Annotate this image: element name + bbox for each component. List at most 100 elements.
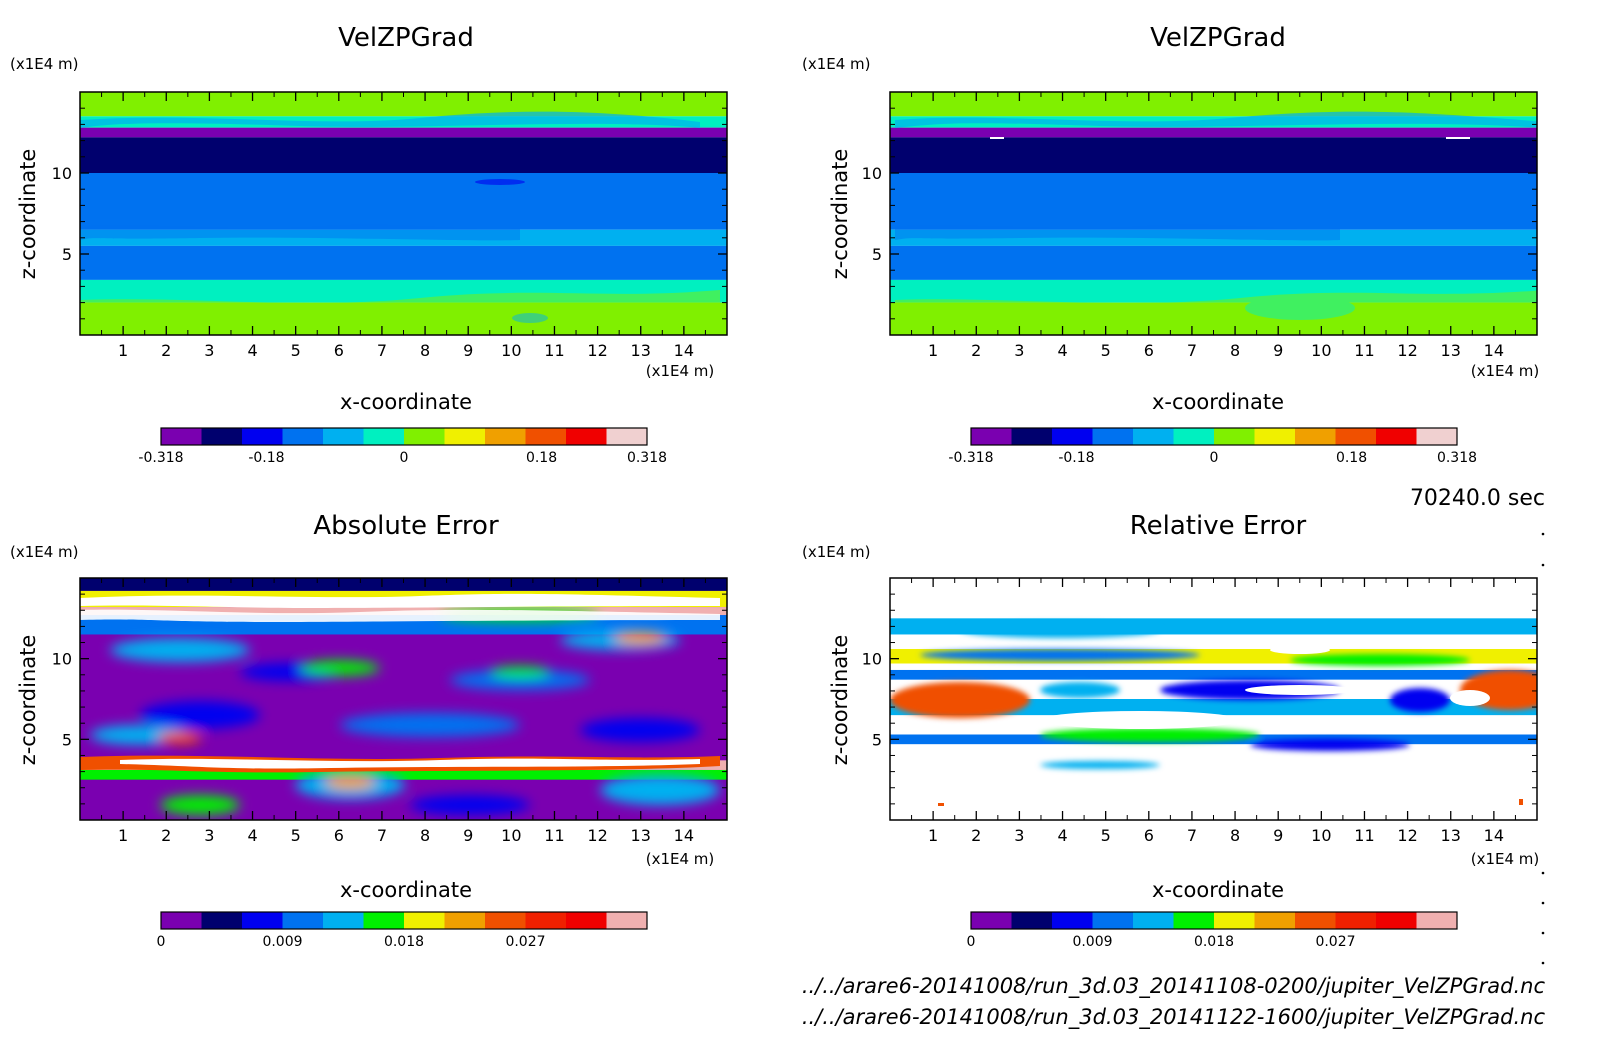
x-tick-label: 7 [1187,341,1197,360]
x-unit-label: (x1E4 m) [1471,850,1540,868]
x-tick-label: 11 [544,341,564,360]
y-unit-label: (x1E4 m) [10,55,79,73]
x-tick-label: 1 [118,341,128,360]
x-tick-label: 5 [291,826,301,845]
x-tick-label: 13 [631,826,651,845]
colorbar-swatch [485,428,526,445]
x-tick-label: 1 [928,826,938,845]
colorbar-swatch [1173,912,1215,929]
y-tick-label: 5 [872,730,882,749]
x-tick-label: 6 [1144,341,1154,360]
x-unit-label: (x1E4 m) [646,362,715,380]
colorbar-swatch [201,912,243,929]
contour-band [80,127,727,138]
heatmap-detail [80,111,720,330]
colorbar-swatch [1254,428,1296,445]
x-unit-label: (x1E4 m) [1471,362,1540,380]
contour-band [80,578,727,591]
x-tick-label: 14 [1484,826,1504,845]
colorbar-swatch [1011,912,1053,929]
colorbar-swatch [242,912,283,929]
x-tick-label: 8 [1230,341,1240,360]
colorbar-swatch [444,428,486,445]
x-tick-label: 4 [1057,826,1067,845]
colorbar-swatch [1376,428,1417,445]
x-tick-label: 11 [544,826,564,845]
x-tick-label: 8 [420,341,430,360]
x-tick-label: 4 [247,826,257,845]
colorbar-swatch [242,428,283,445]
colorbar-swatch [1092,428,1134,445]
colorbar-tick-label: 0.027 [505,934,545,950]
colorbar-swatch [1133,912,1174,929]
colorbar-tick-label: -0.18 [1058,450,1094,466]
colorbar-swatch [566,428,607,445]
contour-band [890,173,1537,230]
x-axis-label: x-coordinate [1152,878,1284,902]
colorbar: 0 0.009 0.018 0.027 [967,911,1458,950]
x-tick-label: 6 [334,826,344,845]
x-tick-label: 2 [971,826,981,845]
colorbar: -0.318 -0.18 0 0.18 0.318 [138,427,667,466]
heatmap-detail [895,111,1537,330]
x-tick-label: 11 [1354,826,1374,845]
colorbar-frame [160,427,648,446]
heatmap-detail [890,622,1537,806]
x-tick-label: 12 [1397,341,1417,360]
colorbar-swatch [566,912,607,929]
panel-title: VelZPGrad [338,23,474,53]
x-tick-label: 12 [1397,826,1417,845]
colorbar-frame [160,911,648,930]
colorbar-swatch [161,912,202,929]
colorbar-swatch [1335,912,1377,929]
x-tick-label: 6 [1144,826,1154,845]
colorbar-swatch [1214,428,1255,445]
colorbar-tick-label: -0.18 [248,450,284,466]
x-tick-label: 9 [463,826,473,845]
x-unit-label: (x1E4 m) [646,850,715,868]
contour-band [890,669,1537,680]
panel-bottom-left: Absolute Error (x1E4 m) [10,511,728,950]
colorbar-tick-label: 0.18 [526,450,557,466]
x-tick-label: 1 [928,341,938,360]
colorbar-tick-label: 0 [157,934,166,950]
x-tick-label: 9 [1273,341,1283,360]
colorbar-swatch [1052,428,1093,445]
x-tick-label: 10 [501,826,521,845]
x-tick-label: 3 [204,341,214,360]
y-tick-label: 5 [62,730,72,749]
contour-band [890,127,1537,138]
colorbar-swatch [1173,428,1215,445]
y-axis-label: z-coordinate [828,149,852,280]
x-tick-label: 3 [204,826,214,845]
contour-band [890,229,1537,246]
colorbar-tick-label: 0.18 [1336,450,1367,466]
colorbar-tick-label: 0.027 [1315,934,1355,950]
colorbar-swatch [1416,428,1458,445]
x-tick-label: 14 [674,826,694,845]
colorbar-swatch [201,428,243,445]
colorbar-tick-label: 0 [400,450,409,466]
y-unit-label: (x1E4 m) [10,543,79,561]
colorbar-swatch [1011,428,1053,445]
x-tick-label: 3 [1014,826,1024,845]
x-tick-label: 10 [1311,826,1331,845]
colorbar-swatch [1052,912,1093,929]
colorbar-swatch [363,912,405,929]
heatmap-detail [80,593,720,815]
panel-top-left: VelZPGrad (x1E4 m) 1 2 3 4 5 6 7 8 9 10 11 12 13 1451… [10,23,728,466]
x-tick-label: 9 [1273,826,1283,845]
y-tick-label: 10 [862,650,882,669]
x-tick-label: 7 [1187,826,1197,845]
y-axis-label: z-coordinate [16,149,40,280]
colorbar-swatch [1335,428,1377,445]
colorbar-swatch [282,428,324,445]
colorbar-tick-label: 0 [1210,450,1219,466]
margin-dots [1541,532,1545,965]
colorbar-tick-label: 0 [967,934,976,950]
x-tick-label: 2 [161,341,171,360]
